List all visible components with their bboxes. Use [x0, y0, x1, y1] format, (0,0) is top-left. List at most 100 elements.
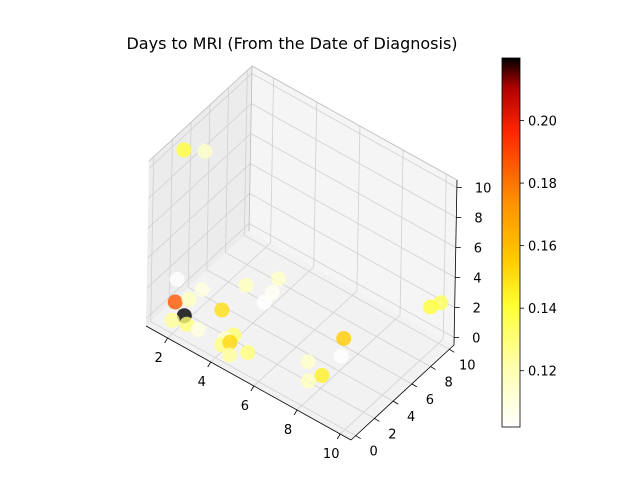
colorbar-tick-label: 0.16	[528, 240, 557, 255]
grid-line	[225, 87, 229, 253]
grid-line	[250, 163, 456, 278]
grid-line	[225, 252, 431, 367]
grid-line	[442, 173, 447, 340]
scatter-point	[179, 316, 195, 332]
grid-line	[169, 139, 173, 305]
scatter-point	[300, 354, 316, 370]
pane-edge	[248, 65, 253, 232]
x-tick-label: 6	[241, 399, 249, 414]
colorbar-tick-label: 0.12	[528, 365, 557, 380]
x-tick-mark	[293, 409, 298, 416]
z-axis-line	[453, 179, 458, 346]
grid-line	[399, 149, 404, 316]
scatter-point	[222, 347, 237, 363]
y-tick-label: 8	[444, 376, 452, 391]
z-tick-label: 8	[474, 212, 482, 227]
y-tick-label: 4	[407, 410, 415, 425]
y-tick-label: 6	[426, 393, 434, 408]
scatter-point	[176, 142, 192, 158]
pane-edge	[251, 65, 458, 181]
scatter-point	[194, 282, 210, 297]
colorbar: 0.12 0.14 0.16 0.18 0.20	[501, 57, 557, 428]
y-tick-label: 0	[370, 445, 378, 460]
scatter-point	[271, 271, 286, 287]
colorbar-tick-label: 0.20	[528, 115, 557, 130]
grid-line	[270, 77, 274, 244]
y-tick-mark	[392, 400, 399, 405]
y-tick-mark	[449, 348, 455, 353]
z-tick-label: 0	[472, 332, 480, 347]
grid-line	[251, 103, 457, 218]
x-tick-mark	[250, 385, 255, 392]
grid-line	[251, 73, 458, 188]
scatter-point	[256, 294, 272, 310]
y-tick-mark	[430, 366, 436, 370]
x-tick-labels: 2 4 6 8 10	[154, 351, 339, 462]
z-tick-label: 10	[475, 182, 492, 197]
colorbar-frame	[501, 57, 521, 428]
x-tick-label: 10	[323, 447, 340, 462]
scatter-point	[301, 373, 316, 389]
scatter-point	[238, 277, 254, 293]
scatter-point	[265, 284, 280, 300]
grid-line	[248, 223, 455, 338]
chart-title: Days to MRI (From the Date of Diagnosis)	[126, 34, 457, 53]
grid-line	[244, 234, 450, 350]
grid-line	[146, 193, 250, 289]
scatter-point	[169, 271, 185, 287]
grid-line	[146, 163, 251, 259]
scatter-point	[214, 302, 230, 318]
grid-line	[253, 290, 358, 387]
scatter-point	[190, 321, 206, 337]
x-tick-mark	[336, 433, 341, 440]
grid-line	[339, 338, 444, 435]
scatter-point	[167, 294, 183, 310]
scatter-points	[164, 142, 449, 389]
grid-line	[250, 133, 456, 248]
z-tick-label: 4	[473, 272, 481, 287]
grid-line	[169, 304, 375, 419]
x-tick-label: 8	[284, 423, 292, 438]
colorbar-tick-label: 0.14	[528, 302, 557, 317]
colorbar-ticks: 0.12 0.14 0.16 0.18 0.20	[520, 115, 557, 380]
y-tick-mark	[374, 418, 380, 422]
grid-line	[150, 321, 356, 437]
grid-line	[148, 73, 253, 169]
grid-line	[313, 101, 318, 268]
scatter-point	[336, 331, 352, 346]
scatter-point	[197, 144, 213, 159]
axes-frame	[145, 65, 462, 441]
grid-line	[296, 314, 401, 411]
pane-edge	[148, 65, 253, 162]
grid-line	[150, 156, 155, 322]
grid-line	[147, 133, 252, 229]
x-tick-mark	[207, 361, 212, 368]
grid-line	[356, 125, 361, 292]
colorbar-tick-label: 0.18	[528, 177, 557, 192]
scatter-point	[314, 368, 330, 383]
y-axis-line	[350, 344, 455, 441]
grid-line	[206, 104, 211, 270]
z-tick-label: 6	[474, 242, 482, 257]
grid-line	[249, 193, 455, 308]
left-pane	[146, 66, 252, 326]
x-tick-mark	[164, 337, 168, 344]
y-tick-mark	[355, 435, 361, 440]
scatter-point	[164, 312, 180, 328]
colorbar-gradient	[502, 58, 520, 427]
axes-panes	[146, 66, 457, 440]
scatter-point	[240, 345, 256, 361]
grid-line	[243, 70, 248, 236]
scatter-point	[423, 299, 438, 315]
y-tick-label: 2	[388, 427, 396, 442]
scatter-point	[222, 334, 238, 350]
x-tick-label: 2	[154, 351, 162, 366]
scatter-point	[181, 291, 197, 307]
z-tick-labels: 0 2 4 6 8 10	[472, 182, 491, 347]
back-pane	[249, 66, 457, 345]
x-tick-label: 4	[198, 375, 206, 390]
y-tick-label: 10	[459, 358, 476, 373]
x-axis-line	[145, 325, 352, 441]
